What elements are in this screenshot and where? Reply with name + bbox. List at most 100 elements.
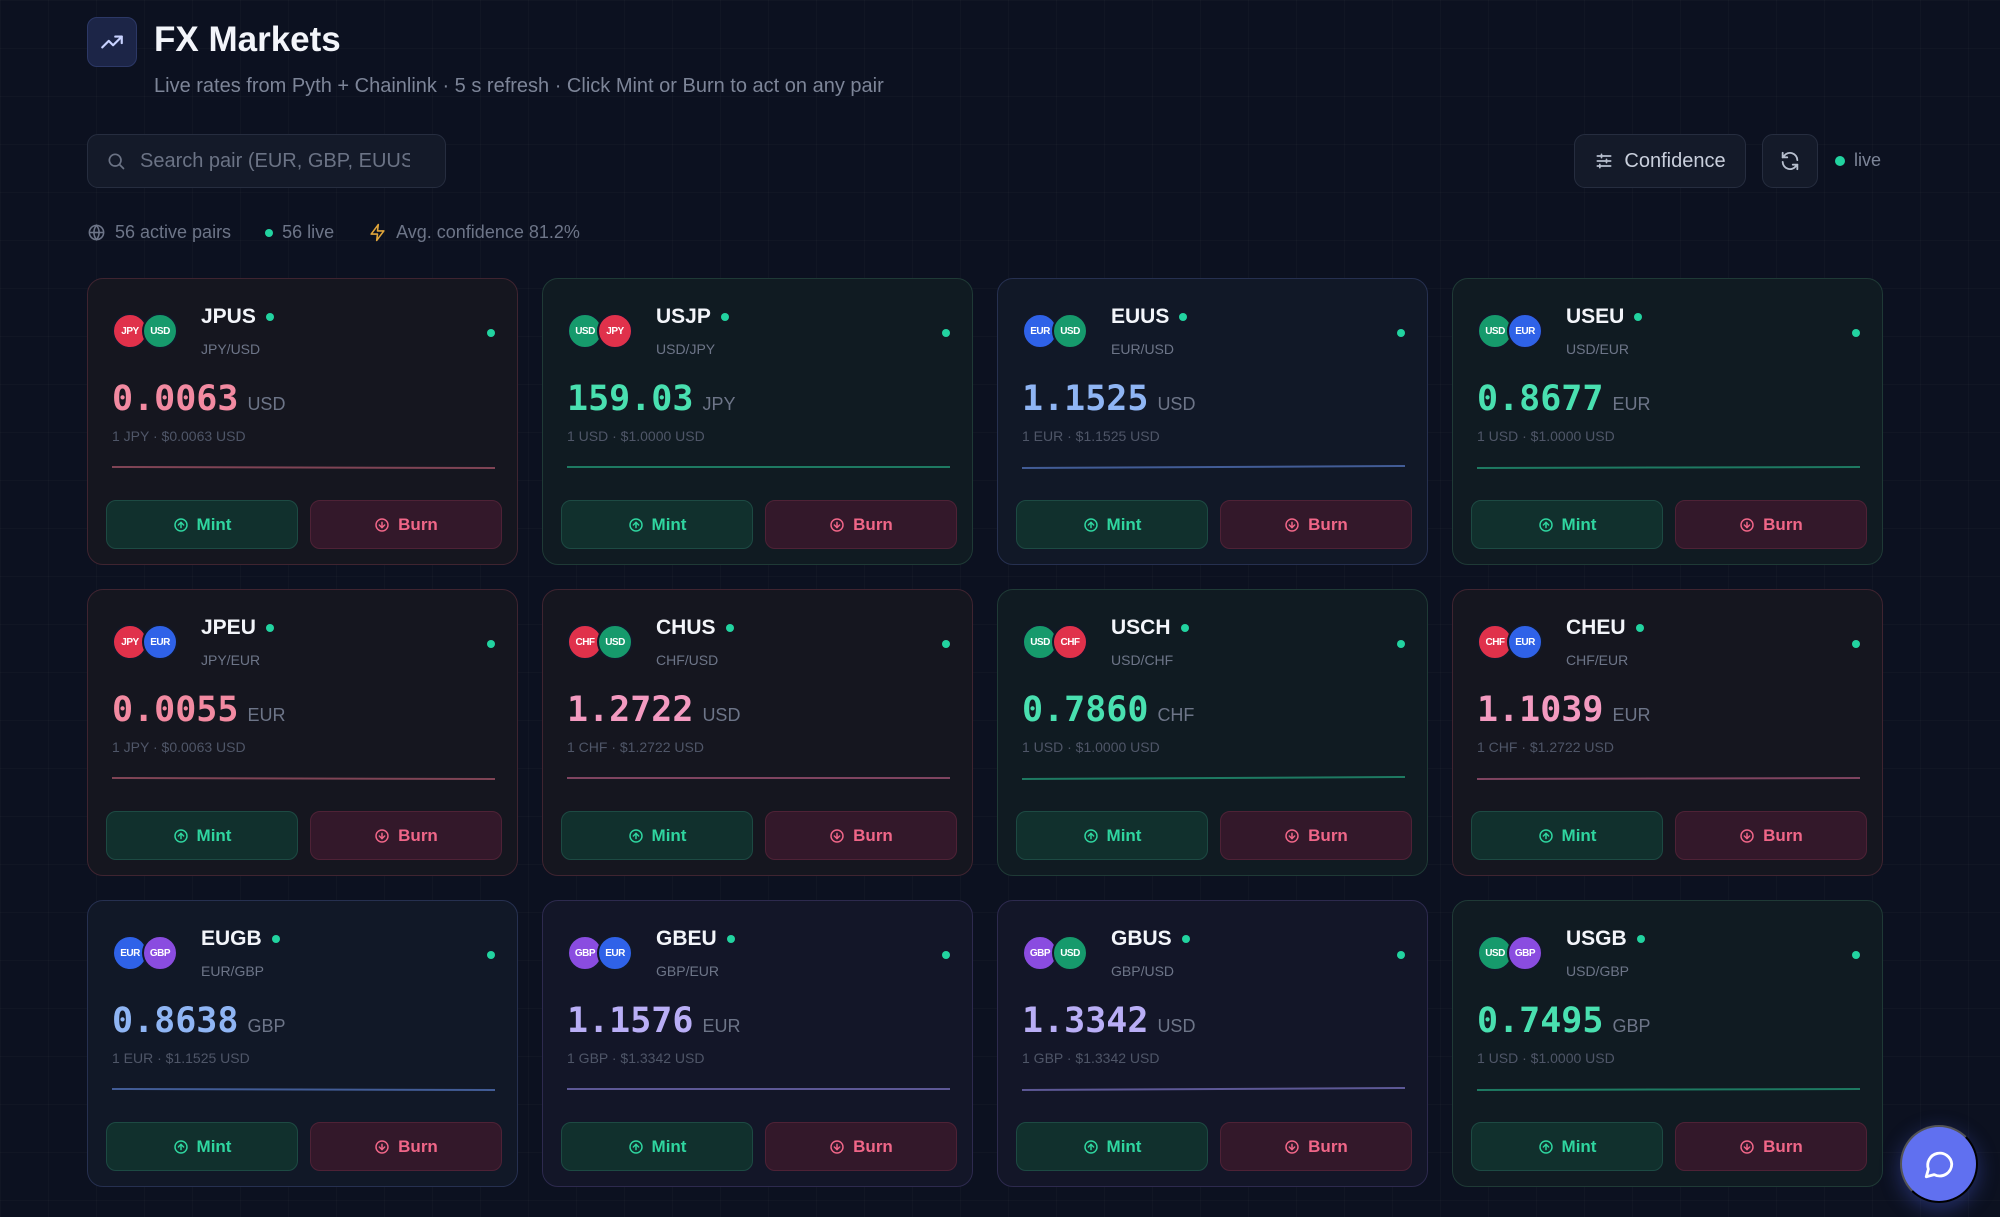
live-dot-icon bbox=[1835, 155, 1845, 166]
price-unit: GBP bbox=[1612, 1016, 1651, 1036]
sparkline-chart bbox=[1022, 465, 1405, 469]
page-title: FX Markets bbox=[154, 20, 341, 59]
currency-flags: USD CHF bbox=[1022, 624, 1092, 660]
mint-label: Mint bbox=[196, 514, 232, 534]
arrow-down-circle-icon bbox=[1740, 828, 1754, 843]
app-logo bbox=[87, 17, 137, 67]
arrow-down-circle-icon bbox=[1285, 1139, 1299, 1154]
pair-card-jpus[interactable]: JPY USD JPUS JPY/USD 0.0063 USD 1 JPY · … bbox=[87, 278, 518, 565]
quote-currency-icon: GBP bbox=[142, 935, 178, 971]
quote-currency-icon: USD bbox=[142, 313, 178, 349]
pair-name: USD/GBP bbox=[1566, 963, 1630, 979]
pair-card-usgb[interactable]: USD GBP USGB USD/GBP 0.7495 GBP 1 USD · … bbox=[1452, 900, 1883, 1187]
mint-button[interactable]: Mint bbox=[1016, 1122, 1208, 1171]
quote-currency-code: CHF bbox=[1060, 636, 1080, 648]
price-subtext: 1 GBP · $1.3342 USD bbox=[567, 1050, 705, 1066]
pair-card-cheu[interactable]: CHF EUR CHEU CHF/EUR 1.1039 EUR 1 CHF · … bbox=[1452, 589, 1883, 876]
burn-button[interactable]: Burn bbox=[310, 500, 502, 549]
burn-button[interactable]: Burn bbox=[1220, 1122, 1412, 1171]
quote-currency-icon: EUR bbox=[1507, 313, 1543, 349]
burn-label: Burn bbox=[853, 825, 893, 845]
mint-button[interactable]: Mint bbox=[106, 500, 298, 549]
burn-button[interactable]: Burn bbox=[1220, 811, 1412, 860]
pair-card-chus[interactable]: CHF USD CHUS CHF/USD 1.2722 USD 1 CHF · … bbox=[542, 589, 973, 876]
card-actions: Mint Burn bbox=[1016, 500, 1412, 549]
pair-card-usch[interactable]: USD CHF USCH USD/CHF 0.7860 CHF 1 USD · … bbox=[997, 589, 1428, 876]
pair-price: 1.2722 bbox=[567, 690, 694, 730]
pair-symbol-row: USEU bbox=[1566, 305, 1643, 329]
mint-button[interactable]: Mint bbox=[106, 811, 298, 860]
mint-label: Mint bbox=[1106, 825, 1142, 845]
pair-symbol-row: USJP bbox=[656, 305, 729, 329]
quote-currency-icon: CHF bbox=[1052, 624, 1088, 660]
pair-symbol-row: CHEU bbox=[1566, 616, 1644, 640]
pair-card-jpeu[interactable]: JPY EUR JPEU JPY/EUR 0.0055 EUR 1 JPY · … bbox=[87, 589, 518, 876]
sparkline-chart bbox=[567, 466, 950, 469]
mint-button[interactable]: Mint bbox=[1471, 811, 1663, 860]
pair-card-euus[interactable]: EUR USD EUUS EUR/USD 1.1525 USD 1 EUR · … bbox=[997, 278, 1428, 565]
pair-price: 0.7860 bbox=[1022, 690, 1149, 730]
card-actions: Mint Burn bbox=[1016, 1122, 1412, 1171]
arrow-down-circle-icon bbox=[375, 828, 389, 843]
mint-label: Mint bbox=[651, 1136, 687, 1156]
price-subtext: 1 EUR · $1.1525 USD bbox=[112, 1050, 250, 1066]
mint-label: Mint bbox=[196, 1136, 232, 1156]
sparkline-chart bbox=[112, 777, 495, 780]
pair-name: JPY/EUR bbox=[201, 652, 261, 668]
mint-button[interactable]: Mint bbox=[1471, 1122, 1663, 1171]
burn-button[interactable]: Burn bbox=[765, 500, 957, 549]
price-row: 1.1576 EUR bbox=[567, 1001, 740, 1041]
status-dot-icon bbox=[271, 935, 280, 943]
pair-price: 1.1039 bbox=[1477, 690, 1604, 730]
burn-label: Burn bbox=[1308, 825, 1348, 845]
arrow-up-circle-icon bbox=[173, 517, 188, 532]
pair-card-gbus[interactable]: GBP USD GBUS GBP/USD 1.3342 USD 1 GBP · … bbox=[997, 900, 1428, 1187]
refresh-button[interactable] bbox=[1762, 134, 1818, 188]
pair-card-gbeu[interactable]: GBP EUR GBEU GBP/EUR 1.1576 EUR 1 GBP · … bbox=[542, 900, 973, 1187]
price-unit: USD bbox=[247, 394, 286, 414]
burn-button[interactable]: Burn bbox=[765, 811, 957, 860]
arrow-up-circle-icon bbox=[1083, 1139, 1098, 1154]
base-currency-code: CHF bbox=[575, 636, 595, 648]
mint-button[interactable]: Mint bbox=[561, 811, 753, 860]
mint-button[interactable]: Mint bbox=[561, 1122, 753, 1171]
base-currency-code: JPY bbox=[121, 325, 139, 337]
burn-button[interactable]: Burn bbox=[1675, 1122, 1867, 1171]
price-row: 1.1039 EUR bbox=[1477, 690, 1650, 730]
burn-label: Burn bbox=[1308, 1136, 1348, 1156]
burn-button[interactable]: Burn bbox=[765, 1122, 957, 1171]
burn-button[interactable]: Burn bbox=[1675, 811, 1867, 860]
burn-button[interactable]: Burn bbox=[1675, 500, 1867, 549]
price-unit: GBP bbox=[247, 1016, 286, 1036]
pair-name: EUR/GBP bbox=[201, 963, 265, 979]
mint-button[interactable]: Mint bbox=[561, 500, 753, 549]
pair-card-eugb[interactable]: EUR GBP EUGB EUR/GBP 0.8638 GBP 1 EUR · … bbox=[87, 900, 518, 1187]
feed-status-dot-icon bbox=[942, 640, 950, 648]
search-box[interactable] bbox=[87, 134, 446, 188]
feed-status-dot-icon bbox=[1852, 329, 1860, 337]
currency-flags: USD JPY bbox=[567, 313, 637, 349]
burn-button[interactable]: Burn bbox=[1220, 500, 1412, 549]
burn-button[interactable]: Burn bbox=[310, 811, 502, 860]
live-indicator: live bbox=[1835, 150, 1881, 171]
burn-label: Burn bbox=[398, 1136, 438, 1156]
mint-button[interactable]: Mint bbox=[106, 1122, 298, 1171]
burn-label: Burn bbox=[853, 1136, 893, 1156]
confidence-button[interactable]: Confidence bbox=[1574, 134, 1746, 188]
pair-card-useu[interactable]: USD EUR USEU USD/EUR 0.8677 EUR 1 USD · … bbox=[1452, 278, 1883, 565]
mint-button[interactable]: Mint bbox=[1016, 811, 1208, 860]
status-dot-icon bbox=[265, 313, 274, 321]
pair-symbol: CHUS bbox=[656, 616, 716, 639]
feed-status-dot-icon bbox=[1397, 951, 1405, 959]
chat-button[interactable] bbox=[1900, 1125, 1978, 1203]
mint-button[interactable]: Mint bbox=[1471, 500, 1663, 549]
search-input[interactable] bbox=[140, 149, 410, 173]
burn-button[interactable]: Burn bbox=[310, 1122, 502, 1171]
status-dot-icon bbox=[1181, 935, 1190, 943]
mint-label: Mint bbox=[196, 825, 232, 845]
pair-card-usjp[interactable]: USD JPY USJP USD/JPY 159.03 JPY 1 USD · … bbox=[542, 278, 973, 565]
mint-button[interactable]: Mint bbox=[1016, 500, 1208, 549]
quote-currency-code: EUR bbox=[1515, 325, 1535, 337]
chat-bubble-icon bbox=[1924, 1151, 1954, 1179]
pair-symbol-row: USCH bbox=[1111, 616, 1189, 640]
